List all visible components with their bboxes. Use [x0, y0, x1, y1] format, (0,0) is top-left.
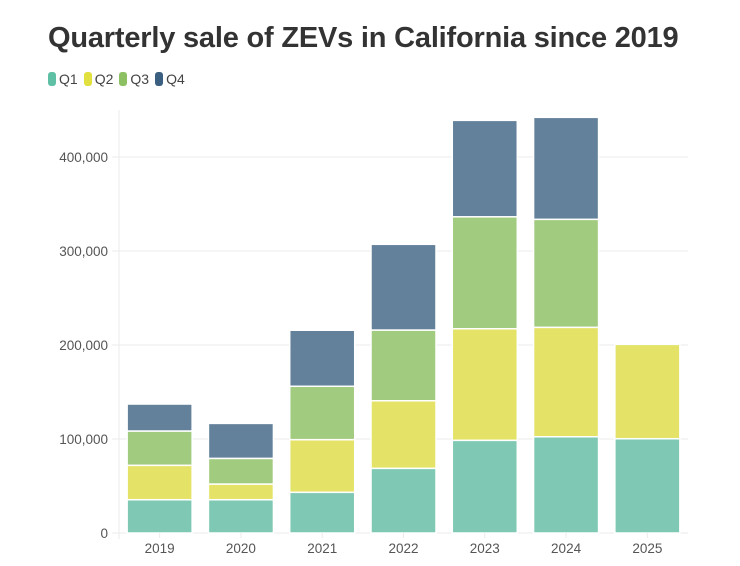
bar-2019-q2[interactable]	[126, 464, 193, 501]
y-tick-label: 400,000	[59, 150, 108, 165]
bar-2019-q3[interactable]	[126, 430, 193, 467]
legend-label-q3: Q3	[130, 71, 150, 87]
legend-item-q4[interactable]: Q4	[155, 71, 185, 87]
y-axis: 0 100,000 200,000 300,000 400,000	[59, 110, 120, 541]
bar-2020-q2[interactable]	[207, 483, 275, 501]
legend-swatch-q4	[155, 72, 164, 86]
bar-2023-q4[interactable]	[451, 119, 519, 218]
bar-2022-q2[interactable]	[370, 399, 437, 470]
y-tick-label: 100,000	[59, 432, 108, 447]
bar-2021-q3[interactable]	[288, 385, 356, 441]
y-tick-label: 0	[100, 526, 108, 541]
bar-2023-q2[interactable]	[451, 327, 519, 442]
legend-item-q3[interactable]: Q3	[119, 71, 149, 87]
legend-label-q4: Q4	[166, 71, 185, 87]
bar-2023-q1[interactable]	[451, 439, 519, 534]
x-tick-label: 2019	[145, 541, 175, 556]
bar-2020-q4[interactable]	[207, 422, 275, 460]
x-tick-label: 2023	[470, 541, 500, 556]
chart-title: Quarterly sale of ZEVs in California sin…	[48, 22, 679, 54]
legend-swatch-q3	[119, 72, 128, 86]
bar-2025-q1[interactable]	[614, 437, 681, 534]
legend-swatch-q1	[48, 72, 56, 86]
legend-swatch-q2	[83, 72, 92, 86]
x-axis: 2019 2020 2021 2022 2023 2024 2025	[145, 533, 662, 556]
bars	[126, 116, 681, 534]
bar-2024-q3[interactable]	[532, 218, 600, 329]
bar-2021-q2[interactable]	[288, 438, 356, 494]
bar-2019-q4[interactable]	[126, 403, 193, 432]
y-tick-label: 300,000	[59, 244, 108, 259]
bar-2023-q3[interactable]	[451, 216, 519, 330]
bar-2022-q3[interactable]	[370, 329, 437, 402]
bar-2024-q1[interactable]	[532, 435, 600, 534]
legend-label-q2: Q2	[94, 71, 114, 87]
bar-2024-q4[interactable]	[532, 116, 600, 221]
bar-2022-q4[interactable]	[370, 243, 437, 331]
bar-2024-q2[interactable]	[532, 326, 600, 438]
x-tick-label: 2024	[551, 541, 582, 556]
legend: Q1 Q2 Q3 Q4	[48, 71, 191, 87]
x-tick-label: 2020	[226, 541, 256, 556]
y-tick-label: 200,000	[59, 338, 108, 353]
legend-item-q1[interactable]: Q1	[48, 71, 78, 87]
bar-2025-q2[interactable]	[614, 343, 681, 440]
bar-2021-q1[interactable]	[288, 491, 356, 534]
x-tick-label: 2025	[632, 541, 662, 556]
bar-2020-q3[interactable]	[207, 457, 275, 485]
x-tick-label: 2022	[388, 541, 418, 556]
legend-item-q2[interactable]: Q2	[83, 71, 114, 87]
bar-2021-q4[interactable]	[288, 329, 356, 388]
legend-label-q1: Q1	[59, 71, 78, 87]
bar-2022-q1[interactable]	[370, 467, 437, 534]
bar-2020-q1[interactable]	[207, 498, 275, 534]
bar-2019-q1[interactable]	[126, 498, 193, 534]
x-tick-label: 2021	[307, 541, 337, 556]
